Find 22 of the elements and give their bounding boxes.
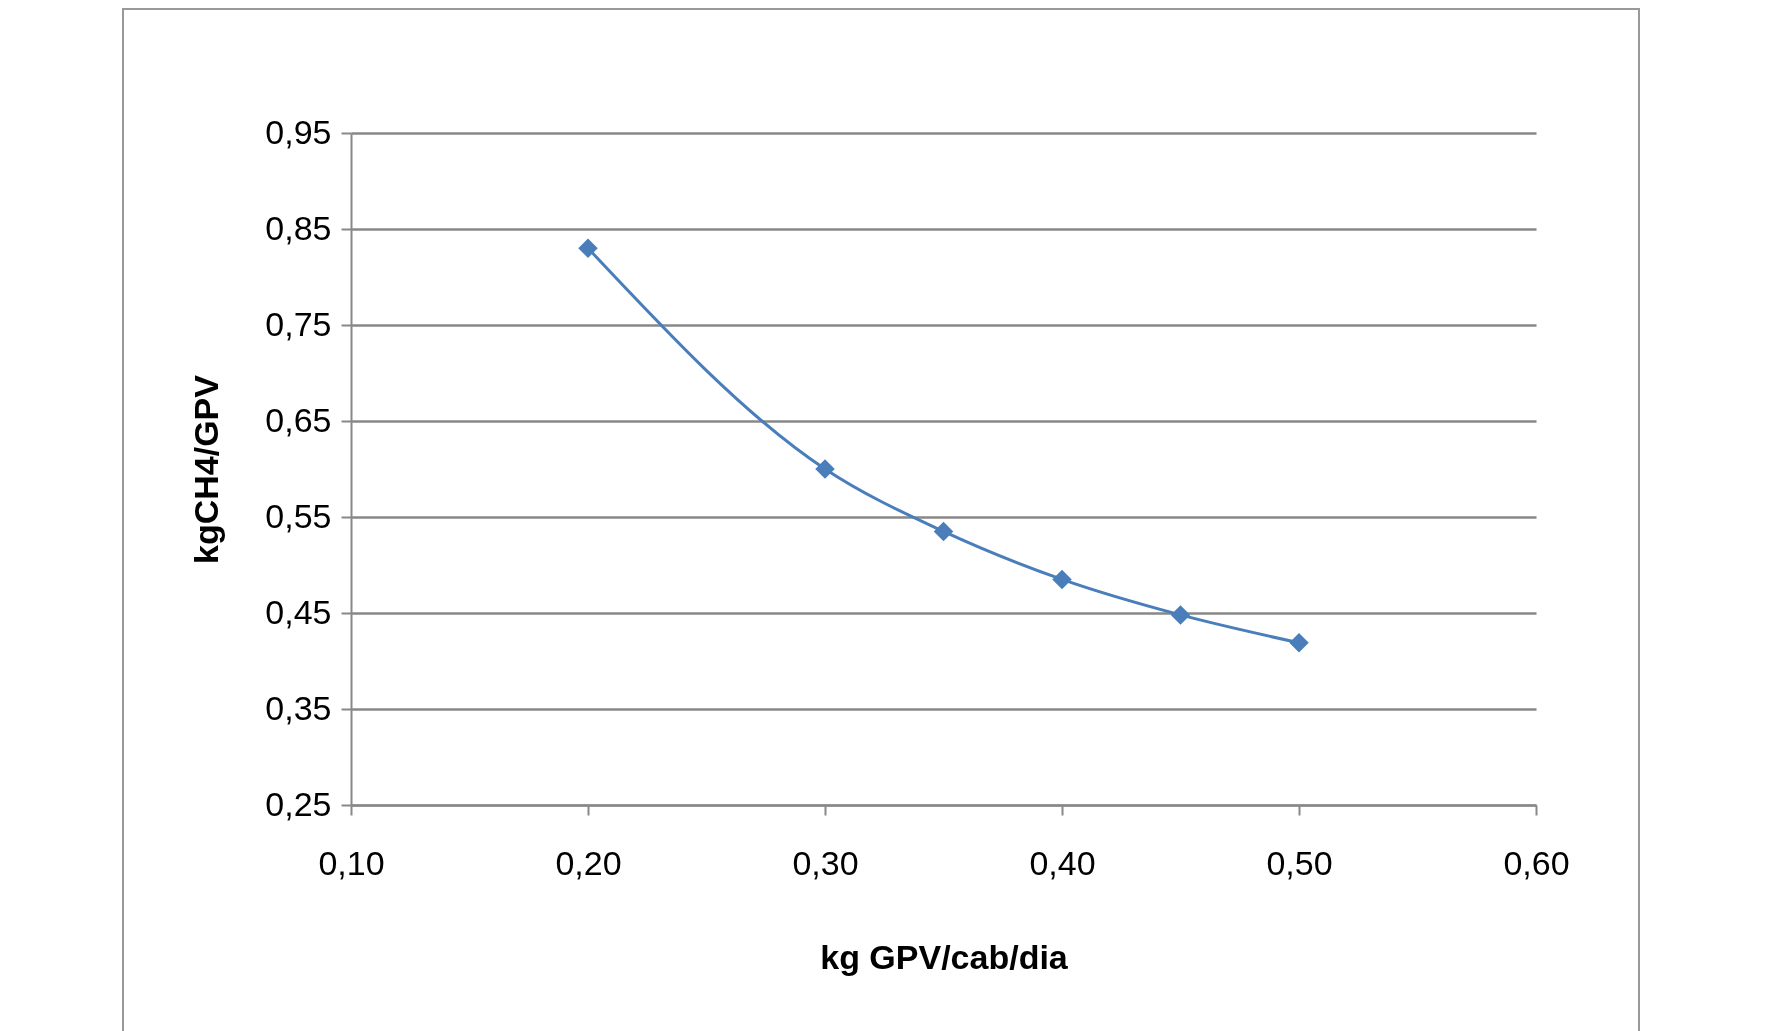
x-tick-label: 0,60 [1503,843,1570,882]
x-tick-label: 0,30 [792,843,859,882]
y-tick-label: 0,25 [265,784,332,823]
point [1052,569,1072,590]
point [1170,605,1191,625]
y-tick-label: 0,95 [265,112,332,151]
point [578,238,598,258]
y-tick-label: 0,35 [265,688,332,727]
y-tick-label: 0,65 [265,400,332,439]
y-tick-label: 0,45 [265,592,332,631]
x-tick-label: 0,40 [1029,843,1096,882]
y-tick-label: 0,85 [265,208,332,247]
point [815,459,835,479]
y-tick-label: 0,55 [265,496,332,535]
x-tick-label: 0,20 [555,843,622,882]
x-tick-label: 0,10 [318,843,385,882]
y-tick-label: 0,75 [265,304,332,343]
point [1289,633,1309,653]
y-axis-title: kgCH4/GPV [187,374,226,564]
x-axis-title: kg GPV/cab/dia [820,937,1069,976]
x-tick-label: 0,50 [1266,843,1333,882]
point [933,521,954,542]
